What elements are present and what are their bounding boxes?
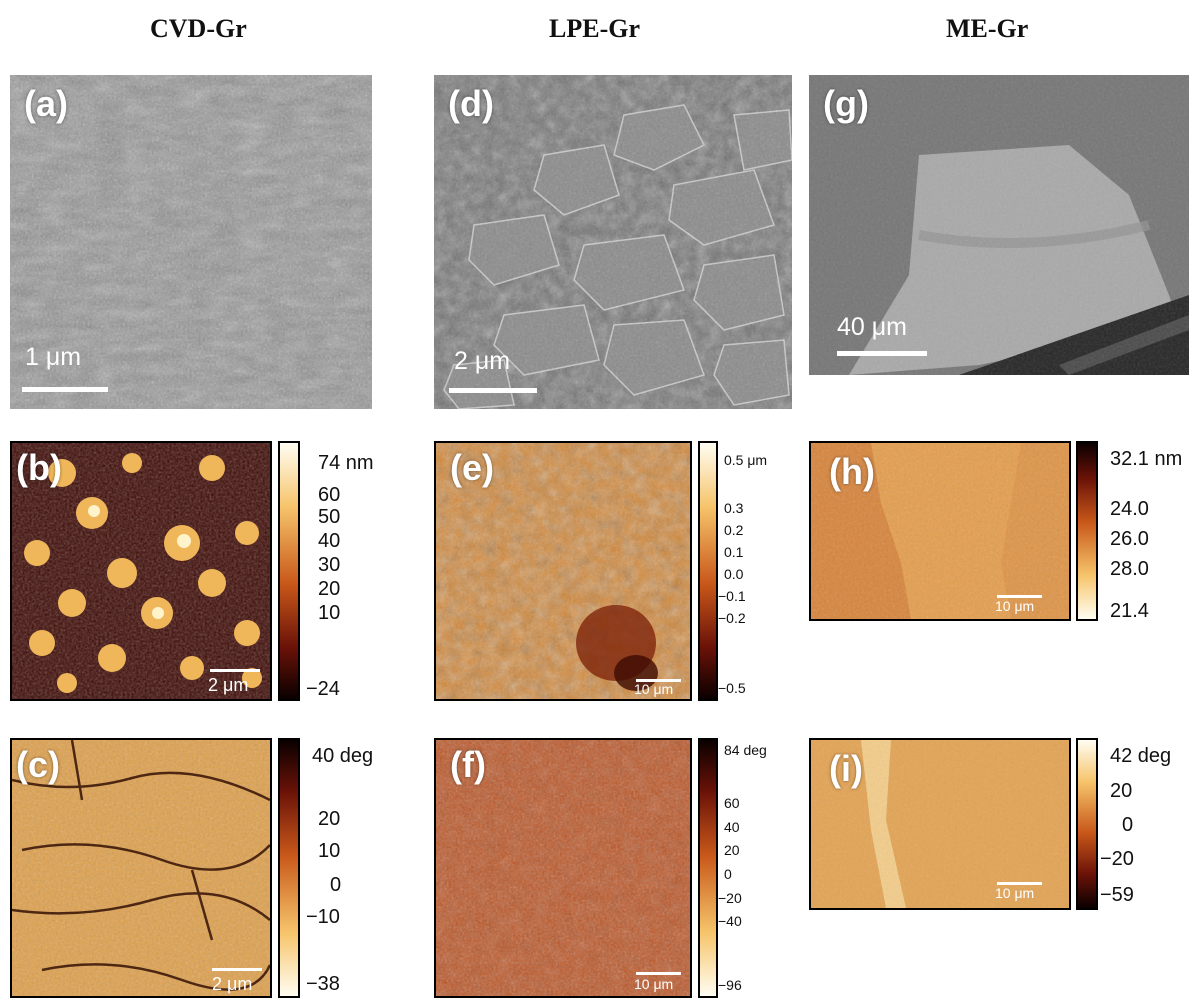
panel-label-h: (h) [829,451,875,492]
scale-label-g: 40 μm [837,313,907,341]
colorbar-b-tick-4: 40 [318,530,341,552]
panel-label-d: (d) [448,83,494,124]
colorbar-c-tick-5: −10 [306,906,340,928]
scale-bar-c [212,968,262,971]
afm-height-lpe: (e) 10 μm [434,441,692,701]
colorbar-b-tick-6: 20 [318,578,341,600]
colorbar-b-tick-2: 60 [318,484,341,506]
colorbar-e-tick-1: 0.5 μm [724,452,768,468]
colorbar-b-tick-5: 30 [318,554,341,576]
scale-label-f: 10 μm [634,976,674,992]
colorbar-i [1076,738,1098,910]
colorbar-h-tick-3: 26.0 [1110,528,1149,550]
afm-phase-me: (i) 10 μm [809,738,1071,910]
scale-bar-b [210,669,260,672]
afm-height-me: (h) 10 μm [809,441,1071,621]
colorbar-b-tick-7: 10 [318,602,341,624]
scale-bar-h [997,595,1042,598]
colorbar-h [1076,441,1098,621]
colorbar-f-tick-8: −96 [718,977,742,993]
scale-label-a: 1 μm [25,343,82,371]
colorbar-e-tick-8: −0.5 [718,680,746,696]
colorbar-b-tick-3: 50 [318,506,341,528]
panel-label-g: (g) [823,83,869,124]
scale-bar-f [636,972,681,975]
colorbar-f-tick-1: 84 deg [724,742,767,758]
colorbar-e-tick-3: 0.2 [724,522,744,538]
colorbar-i-tick-2: 20 [1110,780,1133,802]
scale-bar-g [837,351,927,356]
column-title-cvd: CVD-Gr [150,14,247,43]
colorbar-f-tick-3: 40 [724,819,740,835]
scale-bar-a [22,387,108,392]
colorbar-f-tick-7: −40 [718,913,742,929]
colorbar-e [698,441,718,701]
colorbar-f-tick-2: 60 [724,795,740,811]
panel-label-e: (e) [450,447,494,488]
colorbar-i-tick-5: −59 [1100,884,1134,906]
colorbar-f [698,738,718,998]
sem-image-lpe: (d) 2 μm [434,75,792,409]
afm-height-cvd: (b) 2 μm [10,441,272,701]
panel-label-a: (a) [24,83,68,124]
afm-phase-cvd: (c) 2 μm [10,738,272,998]
colorbar-i-tick-3: 0 [1122,814,1134,836]
colorbar-c-tick-3: 10 [318,840,341,862]
colorbar-i-tick-4: −20 [1100,848,1134,870]
scale-label-d: 2 μm [454,347,511,375]
colorbar-h-tick-4: 28.0 [1110,558,1149,580]
scale-label-c: 2 μm [212,974,253,994]
colorbar-f-tick-6: −20 [718,890,742,906]
colorbar-e-tick-2: 0.3 [724,500,744,516]
panel-label-b: (b) [16,447,62,488]
colorbar-c-tick-4: 0 [330,874,342,896]
colorbar-h-tick-2: 24.0 [1110,498,1149,520]
colorbar-e-tick-5: 0.0 [724,566,744,582]
column-title-lpe: LPE-Gr [549,14,640,43]
scale-bar-e [636,679,681,682]
panel-label-i: (i) [829,748,863,789]
panel-label-f: (f) [450,744,486,785]
sem-image-me: (g) 40 μm [809,75,1189,375]
scale-bar-i [997,882,1042,885]
colorbar-b-tick-8: −24 [306,678,340,700]
colorbar-c [278,738,300,998]
colorbar-h-tick-1: 32.1 nm [1110,448,1183,470]
scale-label-i: 10 μm [995,885,1035,901]
scale-bar-d [449,388,537,393]
colorbar-e-tick-7: −0.2 [718,610,746,626]
scale-label-e: 10 μm [634,681,674,697]
colorbar-c-tick-1: 40 deg [312,745,374,767]
afm-phase-lpe: (f) 10 μm [434,738,692,998]
sem-image-cvd: (a) 1 μm [10,75,372,409]
scale-label-b: 2 μm [208,675,249,695]
colorbar-e-tick-4: 0.1 [724,544,744,560]
scale-label-h: 10 μm [995,598,1035,614]
colorbar-c-tick-6: −38 [306,973,340,995]
colorbar-c-tick-2: 20 [318,808,341,830]
colorbar-e-tick-6: −0.1 [718,588,746,604]
colorbar-b-tick-1: 74 nm [318,452,374,474]
panel-label-c: (c) [16,744,60,785]
column-title-me: ME-Gr [946,14,1029,43]
colorbar-f-tick-5: 0 [724,866,732,882]
colorbar-b [278,441,300,701]
colorbar-f-tick-4: 20 [724,842,740,858]
colorbar-h-tick-5: 21.4 [1110,600,1149,622]
colorbar-i-tick-1: 42 deg [1110,745,1172,767]
